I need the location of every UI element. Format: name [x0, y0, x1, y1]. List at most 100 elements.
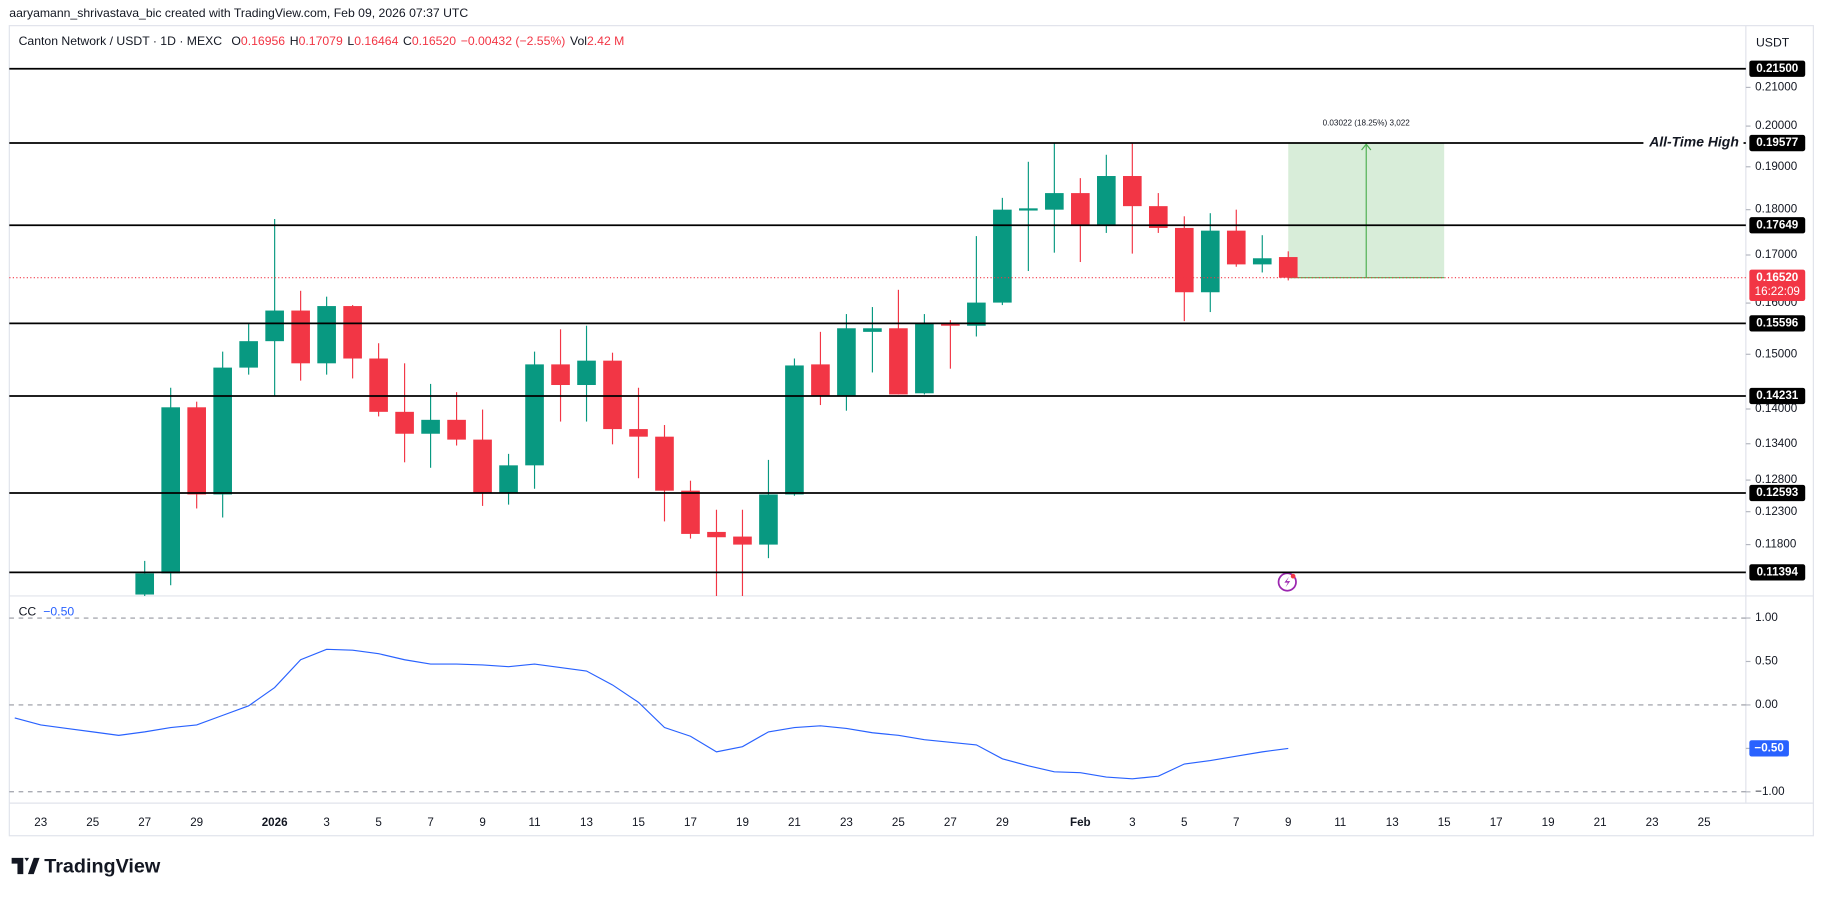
legend-volume-key: Vol — [570, 34, 587, 48]
candle-body — [1019, 208, 1038, 211]
candle-body — [915, 323, 934, 394]
legend-value: 0.16520 — [412, 34, 456, 48]
x-tick-label: 23 — [1646, 816, 1659, 829]
level-label-box — [1749, 564, 1806, 581]
x-tick-label: 25 — [892, 816, 905, 829]
x-tick-label: 15 — [1438, 816, 1451, 829]
candle-body — [265, 310, 284, 342]
indicator-value-box — [1749, 740, 1789, 757]
y-tick-label: 0.12800 — [1755, 473, 1798, 486]
x-tick-label: 15 — [632, 816, 645, 829]
candle-body — [889, 328, 908, 395]
last-price-box — [1749, 269, 1806, 301]
x-tick-label: 7 — [1233, 816, 1239, 829]
candle-body — [239, 341, 258, 368]
y-tick-label: 0.14000 — [1755, 402, 1798, 415]
level-label-box — [1749, 217, 1806, 234]
level-note: All-Time High — [1648, 134, 1739, 150]
x-tick-label: 17 — [684, 816, 697, 829]
candle-body — [213, 367, 232, 495]
candle-body — [317, 306, 336, 364]
measure-arrowhead — [1361, 143, 1372, 151]
candle-body — [837, 328, 856, 396]
level-label: 0.14231 — [1756, 389, 1799, 402]
candle-body — [811, 364, 830, 396]
legend-value: 0.16464 — [354, 34, 398, 48]
candle-body — [1226, 230, 1246, 265]
candle-body — [1123, 176, 1142, 207]
candle-body — [421, 419, 440, 434]
countdown: 16:22:09 — [1755, 285, 1800, 298]
candle-body — [863, 328, 882, 332]
legend-key: O — [231, 34, 241, 48]
level-label-box — [1749, 315, 1806, 332]
attribution: aaryamann_shrivastava_bic created with T… — [9, 6, 468, 20]
level-label-box — [1749, 134, 1806, 152]
x-tick-label: 27 — [944, 816, 957, 829]
legend-change: −0.00432 (−2.55%) — [461, 34, 566, 48]
candle-body — [707, 531, 726, 538]
level-label: 0.19577 — [1756, 136, 1798, 149]
symbol-legend: Canton Network / USDT · 1D · MEXC O0.1695… — [19, 34, 625, 48]
candle-body — [759, 494, 778, 545]
x-tick-label: 11 — [529, 816, 541, 829]
currency: USDT — [1756, 35, 1790, 49]
candle-body — [1174, 227, 1194, 293]
y-tick-label: 0.21000 — [1755, 80, 1798, 93]
x-tick-label: 9 — [479, 816, 485, 829]
indicator-value-label: −0.50 — [1754, 741, 1783, 754]
y-tick-label: 0.18000 — [1755, 203, 1798, 216]
candle-body — [369, 358, 388, 412]
x-tick-label: 13 — [1386, 816, 1399, 829]
candle-body — [135, 573, 155, 595]
indicator-name: CC — [19, 604, 37, 618]
level-label: 0.11394 — [1757, 565, 1799, 578]
y-tick-label: 0.19000 — [1755, 160, 1798, 173]
level-label: 0.15596 — [1756, 316, 1799, 329]
x-tick-label: 5 — [1181, 816, 1187, 829]
legend-key: H — [290, 34, 299, 48]
indicator-legend-value: −0.50 — [43, 604, 74, 618]
x-tick-label: 5 — [375, 816, 381, 829]
x-tick-label: 19 — [1542, 816, 1555, 829]
x-tick-label: 25 — [1698, 816, 1711, 829]
indicator-tick-label: 0.00 — [1755, 698, 1778, 711]
candle-body — [161, 407, 180, 574]
legend-value: 0.17079 — [299, 34, 343, 48]
level-label: 0.21500 — [1756, 62, 1798, 75]
candle-body — [343, 306, 362, 359]
x-tick-label: 21 — [1594, 816, 1607, 829]
legend-key: L — [347, 34, 354, 48]
x-tick-label: 3 — [1129, 816, 1135, 829]
x-tick-label: 13 — [580, 816, 593, 829]
candle-body — [187, 407, 206, 495]
last-price-label: 0.16520 — [1756, 271, 1798, 284]
y-tick-label: 0.15000 — [1755, 347, 1798, 360]
x-tick-label: 3 — [323, 816, 329, 829]
candle-body — [681, 490, 700, 534]
candle-body — [577, 360, 596, 386]
y-tick-label: 0.17000 — [1755, 248, 1798, 261]
candle-body — [395, 411, 414, 434]
price-pane — [135, 143, 1445, 596]
y-tick-label: 0.11800 — [1755, 538, 1797, 551]
x-tick-label: 29 — [190, 816, 203, 829]
footer-brand: TradingView — [44, 855, 161, 877]
y-tick-label: 0.13400 — [1755, 437, 1798, 450]
candle-body — [473, 439, 492, 494]
x-tick-label: 7 — [427, 816, 433, 829]
candle-body — [967, 302, 986, 326]
candle-body — [993, 209, 1012, 303]
legend-key: C — [403, 34, 412, 48]
level-note-bg — [1643, 134, 1744, 152]
indicator-tick-label: 1.00 — [1755, 611, 1778, 624]
candle-body — [785, 365, 804, 495]
event-icon — [1277, 572, 1297, 592]
indicator-line — [14, 648, 1289, 780]
candle-body — [1252, 258, 1272, 265]
y-tick-label: 0.20000 — [1755, 119, 1798, 132]
candle-body — [941, 323, 960, 326]
candle-body — [603, 360, 622, 430]
